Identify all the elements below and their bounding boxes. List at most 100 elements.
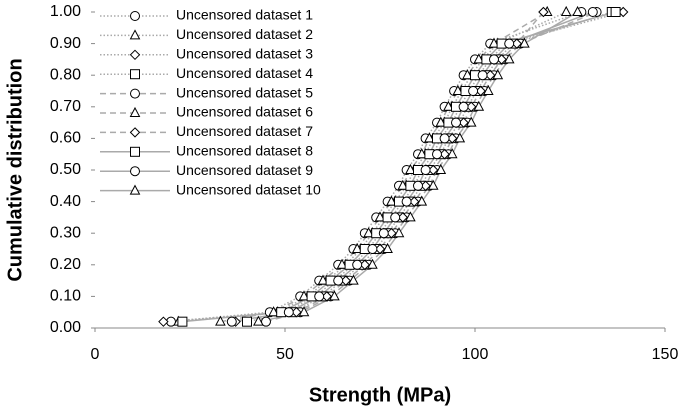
data-point: [367, 258, 378, 269]
data-point: [253, 315, 264, 326]
legend-label: Uncensored dataset 4: [176, 65, 313, 81]
data-point: [427, 179, 439, 190]
data-point: [473, 100, 485, 111]
data-point: [473, 53, 485, 64]
legend-label: Uncensored dataset 3: [176, 46, 313, 62]
legend-marker: [130, 69, 140, 80]
data-point: [465, 116, 477, 127]
y-tick-label: 0.40: [50, 193, 81, 210]
data-point: [503, 53, 515, 64]
data-point: [283, 307, 294, 318]
data-point: [329, 290, 340, 301]
y-tick-label: 0.00: [50, 319, 81, 336]
y-tick-label: 0.90: [50, 35, 81, 52]
data-point: [386, 195, 397, 206]
data-point: [443, 100, 454, 111]
legend-marker: [130, 146, 140, 157]
legend-marker: [130, 11, 140, 21]
data-point: [317, 274, 329, 285]
data-point: [572, 5, 583, 16]
x-tick-label: 50: [276, 346, 294, 363]
data-point: [158, 316, 169, 327]
data-point: [363, 227, 374, 238]
y-tick-label: 0.70: [50, 98, 81, 115]
x-tick-label: 0: [91, 346, 100, 363]
data-point: [420, 165, 431, 175]
data-point: [432, 149, 442, 160]
data-point: [367, 244, 378, 254]
data-point: [226, 316, 237, 327]
y-tick-label: 0.30: [50, 224, 81, 241]
legend-label: Uncensored dataset 9: [176, 162, 313, 178]
data-point: [610, 7, 621, 17]
data-point: [393, 227, 405, 238]
data-point: [458, 101, 469, 112]
legend-label: Uncensored dataset 7: [176, 123, 313, 139]
data-point: [352, 259, 363, 270]
data-point: [452, 84, 464, 95]
data-point: [446, 148, 458, 159]
data-point: [405, 211, 416, 222]
data-point: [298, 290, 310, 301]
legend-marker: [129, 184, 141, 195]
legend-marker: [129, 29, 141, 40]
data-point: [351, 242, 363, 253]
data-point: [488, 37, 500, 48]
data-point: [177, 316, 188, 327]
data-point: [416, 148, 428, 159]
data-point: [416, 195, 428, 206]
data-point: [401, 196, 412, 207]
data-point: [482, 84, 494, 95]
data-point: [336, 258, 348, 269]
y-tick-label: 0.60: [50, 130, 81, 147]
data-point: [454, 132, 466, 143]
y-tick-label: 0.10: [50, 288, 81, 305]
data-point: [439, 133, 450, 144]
data-point: [489, 54, 499, 65]
data-point: [298, 306, 310, 317]
x-tick-label: 100: [462, 346, 489, 363]
data-point: [560, 5, 572, 16]
data-point: [413, 180, 423, 191]
data-point: [333, 275, 344, 286]
legend-label: Uncensored dataset 2: [176, 26, 313, 42]
data-point: [462, 69, 473, 80]
data-point: [242, 316, 252, 327]
data-point: [268, 306, 279, 317]
x-tick-label: 150: [652, 346, 679, 363]
data-point: [215, 315, 226, 326]
legend-marker: [129, 127, 141, 138]
data-point: [538, 6, 549, 18]
data-point: [382, 242, 393, 253]
data-point: [378, 228, 389, 239]
y-tick-label: 1.00: [50, 3, 81, 20]
legend-label: Uncensored dataset 10: [176, 181, 321, 197]
data-point: [468, 86, 479, 96]
data-point: [405, 163, 416, 174]
y-axis-title: Cumulative distribution: [4, 58, 26, 281]
data-point: [397, 179, 409, 190]
y-tick-label: 0.50: [50, 161, 81, 178]
y-tick-label: 0.80: [50, 66, 81, 83]
data-point: [504, 38, 515, 49]
data-point: [435, 116, 447, 127]
data-point: [492, 69, 504, 80]
legend-label: Uncensored dataset 8: [176, 143, 313, 159]
data-point: [587, 7, 598, 17]
legend-label: Uncensored dataset 1: [176, 7, 313, 23]
data-point: [519, 37, 530, 48]
legend-marker: [129, 106, 141, 117]
data-point: [435, 163, 447, 174]
legend-label: Uncensored dataset 5: [176, 84, 313, 100]
data-point: [374, 211, 386, 222]
legend-marker: [130, 88, 140, 99]
legend-marker: [129, 49, 141, 61]
legend-marker: [130, 166, 140, 177]
data-point: [348, 274, 359, 285]
data-point: [477, 70, 488, 81]
data-point: [314, 291, 325, 302]
x-axis-title: Strength (MPa): [309, 384, 451, 406]
data-point: [424, 132, 435, 143]
